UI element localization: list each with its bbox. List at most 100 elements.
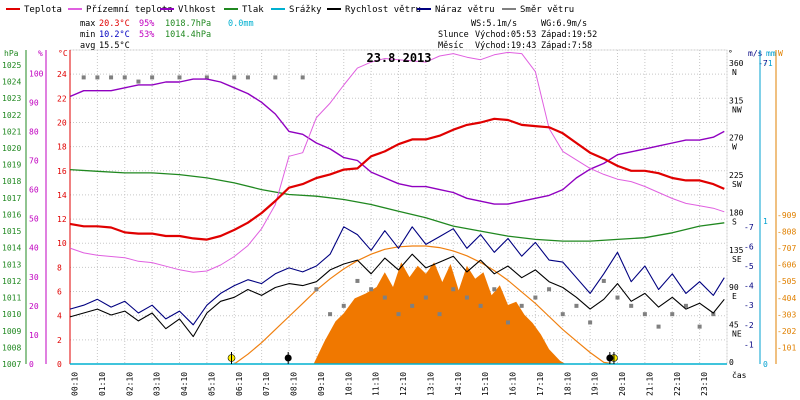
temp-tick-label: 24	[57, 70, 67, 79]
temp-tick-label: 8	[57, 263, 62, 272]
temp-tick-label: 14	[57, 191, 67, 200]
hour-tick-label: 23:10	[700, 372, 709, 396]
wind-direction-marker	[136, 79, 141, 84]
mm-tick-label: 0	[763, 360, 768, 369]
wind-gust-line	[69, 226, 725, 326]
ms-tick-label: -1	[744, 340, 754, 349]
hour-tick-label: 09:10	[317, 372, 326, 396]
wind-direction-marker	[478, 303, 483, 308]
hpa-tick-label: 1017	[2, 194, 21, 203]
mm-tick-label: 1	[763, 217, 768, 226]
sun-label: Slunce	[438, 30, 469, 40]
hour-tick-label: 06:10	[235, 372, 244, 396]
dir-tick-value: 225	[729, 171, 744, 180]
dir-tick-compass: SE	[732, 255, 742, 264]
dir-tick-compass: E	[732, 292, 737, 301]
wind-direction-marker	[355, 278, 360, 283]
solar-theoretical-line	[233, 245, 615, 365]
ms-tick-label: -5	[744, 262, 754, 271]
hour-tick-label: 10:10	[344, 372, 353, 396]
hour-tick-label: 11:10	[372, 372, 381, 396]
wind-direction-marker	[683, 303, 688, 308]
dir-tick-value: 270	[729, 134, 744, 143]
temp-tick-label: 20	[57, 118, 67, 127]
dir-tick-compass: N	[732, 68, 737, 77]
pct-unit-label: %	[38, 49, 43, 58]
hpa-tick-label: 1010	[2, 310, 21, 319]
ms-top-marker: -7	[758, 59, 768, 68]
wind-direction-marker	[81, 75, 86, 80]
pct-tick-label: 10	[29, 331, 39, 340]
hour-tick-label: 12:10	[399, 372, 408, 396]
dir-tick-value: 90	[729, 283, 739, 292]
stats-max-label: max	[80, 19, 95, 29]
humidity-line	[69, 78, 725, 205]
pct-tick-label: 90	[29, 98, 39, 107]
pct-tick-label: 100	[29, 69, 44, 78]
dir-tick-compass: S	[732, 217, 737, 226]
hpa-tick-label: 1016	[2, 210, 21, 219]
hour-tick-label: 01:10	[98, 372, 107, 396]
legend-label: Srážky	[289, 5, 322, 15]
stats-max-temp: 20.3°C	[99, 19, 130, 29]
mm-unit-label: mm	[766, 49, 776, 58]
hpa-tick-label: 1022	[2, 111, 21, 120]
w-tick-label: -303	[777, 310, 796, 319]
pct-tick-label: 70	[29, 156, 39, 165]
wind-ws: WS:5.1m/s	[471, 19, 517, 29]
dir-tick-compass: SW	[732, 180, 742, 189]
w-unit-label: W	[778, 49, 783, 58]
hpa-unit-label: hPa	[4, 49, 19, 58]
temp-tick-label: 16	[57, 167, 67, 176]
temperature-line	[69, 117, 725, 241]
wind-direction-marker	[547, 287, 552, 292]
w-tick-label: -808	[777, 228, 796, 237]
w-tick-label: -505	[777, 277, 796, 286]
hour-tick-label: 17:10	[536, 372, 545, 396]
time-axis-label: čas	[732, 370, 747, 380]
w-tick-label: -606	[777, 261, 796, 270]
mm-top-marker: -1	[763, 59, 773, 68]
legend-label: Vlhkost	[178, 5, 216, 15]
hpa-tick-label: 1012	[2, 277, 21, 286]
wind-direction-marker	[109, 75, 114, 80]
wind-direction-marker	[588, 320, 593, 325]
wind-direction-marker	[560, 312, 565, 317]
stats-avg-label: avg	[80, 41, 95, 51]
dir-tick-compass: NE	[732, 330, 742, 339]
wind-direction-marker	[232, 75, 237, 80]
wind-direction-marker	[328, 312, 333, 317]
pct-tick-label: 40	[29, 244, 39, 253]
wind-direction-marker	[177, 75, 182, 80]
hour-tick-label: 19:10	[591, 372, 600, 396]
wind-direction-marker	[245, 75, 250, 80]
wind-speed-line	[69, 253, 725, 338]
temp-tick-label: 2	[57, 336, 62, 345]
hour-tick-label: 15:10	[481, 372, 490, 396]
dir-tick-value: 45	[729, 321, 739, 330]
wind-direction-marker	[711, 312, 716, 317]
wind-direction-marker	[451, 287, 456, 292]
temp-unit-label: °C	[58, 49, 68, 58]
wind-direction-marker	[519, 303, 524, 308]
sun-set: Západ:19:52	[541, 30, 597, 40]
hour-tick-label: 00:10	[71, 372, 80, 396]
dir-tick-value: 315	[729, 96, 744, 105]
wind-direction-marker	[122, 75, 127, 80]
ms-tick-label: -3	[744, 301, 754, 310]
stats-min-label: min	[80, 30, 95, 40]
hpa-tick-label: 1013	[2, 260, 21, 269]
hpa-tick-label: 1008	[2, 343, 21, 352]
moon-rise: Východ:19:43	[475, 41, 536, 51]
hpa-tick-label: 1009	[2, 327, 21, 336]
wind-direction-marker	[273, 75, 278, 80]
hour-tick-label: 02:10	[125, 372, 134, 396]
stats-min-temp: 10.2°C	[99, 30, 130, 40]
hour-tick-label: 20:10	[618, 372, 627, 396]
deg-unit-label: °	[728, 49, 733, 58]
wind-direction-marker	[437, 312, 442, 317]
hpa-tick-label: 1021	[2, 127, 21, 136]
temp-tick-label: 18	[57, 143, 67, 152]
legend-label: Tlak	[242, 5, 264, 15]
